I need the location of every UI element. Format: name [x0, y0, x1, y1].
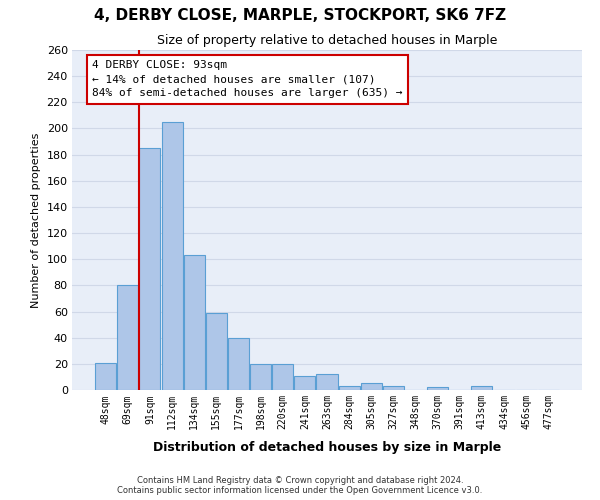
Bar [472, 386, 493, 390]
Text: Contains HM Land Registry data © Crown copyright and database right 2024.
Contai: Contains HM Land Registry data © Crown c… [118, 476, 482, 495]
Text: 4, DERBY CLOSE, MARPLE, STOCKPORT, SK6 7FZ: 4, DERBY CLOSE, MARPLE, STOCKPORT, SK6 7… [94, 8, 506, 22]
Bar [228, 338, 249, 390]
Text: 4 DERBY CLOSE: 93sqm
← 14% of detached houses are smaller (107)
84% of semi-deta: 4 DERBY CLOSE: 93sqm ← 14% of detached h… [92, 60, 403, 98]
Bar [250, 364, 271, 390]
Bar [427, 388, 448, 390]
Bar [139, 148, 160, 390]
Bar [316, 374, 338, 390]
Bar [338, 386, 359, 390]
Bar [361, 384, 382, 390]
Bar [118, 286, 139, 390]
Bar [295, 376, 316, 390]
Y-axis label: Number of detached properties: Number of detached properties [31, 132, 41, 308]
Bar [161, 122, 182, 390]
Bar [184, 256, 205, 390]
Title: Size of property relative to detached houses in Marple: Size of property relative to detached ho… [157, 34, 497, 48]
Bar [383, 386, 404, 390]
X-axis label: Distribution of detached houses by size in Marple: Distribution of detached houses by size … [153, 440, 501, 454]
Bar [272, 364, 293, 390]
Bar [206, 313, 227, 390]
Bar [95, 362, 116, 390]
